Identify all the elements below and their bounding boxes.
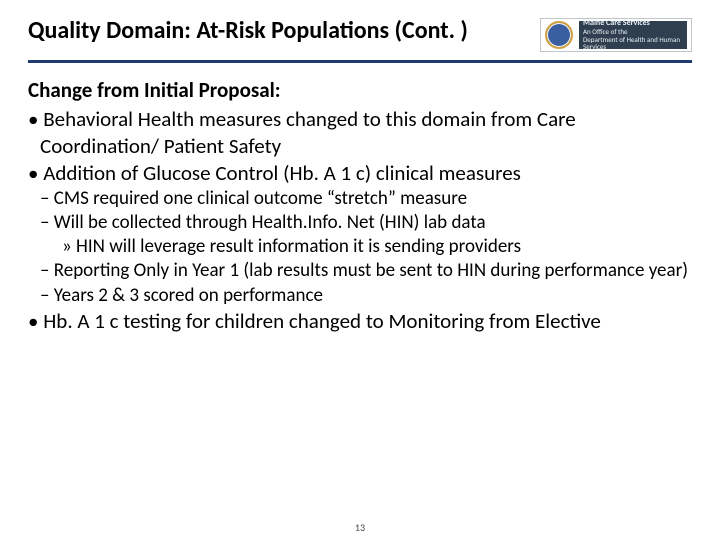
logo-block: Maine Care Services An Office of the Dep…	[540, 18, 692, 52]
header-row: Quality Domain: At-Risk Populations (Con…	[28, 18, 692, 52]
bullet-level2: Reporting Only in Year 1 (lab results mu…	[28, 259, 692, 283]
seal-icon	[545, 21, 573, 49]
logo-text: Maine Care Services An Office of the Dep…	[579, 21, 687, 49]
bullet-level2: CMS required one clinical outcome “stret…	[28, 187, 692, 211]
slide-body: Change from Initial Proposal: Behavioral…	[28, 77, 692, 335]
logo-line3: Department of Health and Human Services	[583, 36, 683, 51]
page-number: 13	[355, 521, 365, 534]
bullet-level1: Behavioral Health measures changed to th…	[32, 106, 692, 160]
bullet-level1: Addition of Glucose Control (Hb. A 1 c) …	[32, 160, 692, 187]
header-divider	[28, 60, 692, 63]
bullet-level3: HIN will leverage result information it …	[28, 235, 692, 259]
slide-title: Quality Domain: At-Risk Populations (Con…	[28, 18, 468, 44]
body-heading: Change from Initial Proposal:	[28, 77, 692, 104]
bullet-level2: Will be collected through Health.Info. N…	[28, 211, 692, 235]
slide: Quality Domain: At-Risk Populations (Con…	[0, 0, 720, 540]
bullet-level1: Hb. A 1 c testing for children changed t…	[32, 308, 692, 335]
bullet-level2: Years 2 & 3 scored on performance	[28, 284, 692, 308]
